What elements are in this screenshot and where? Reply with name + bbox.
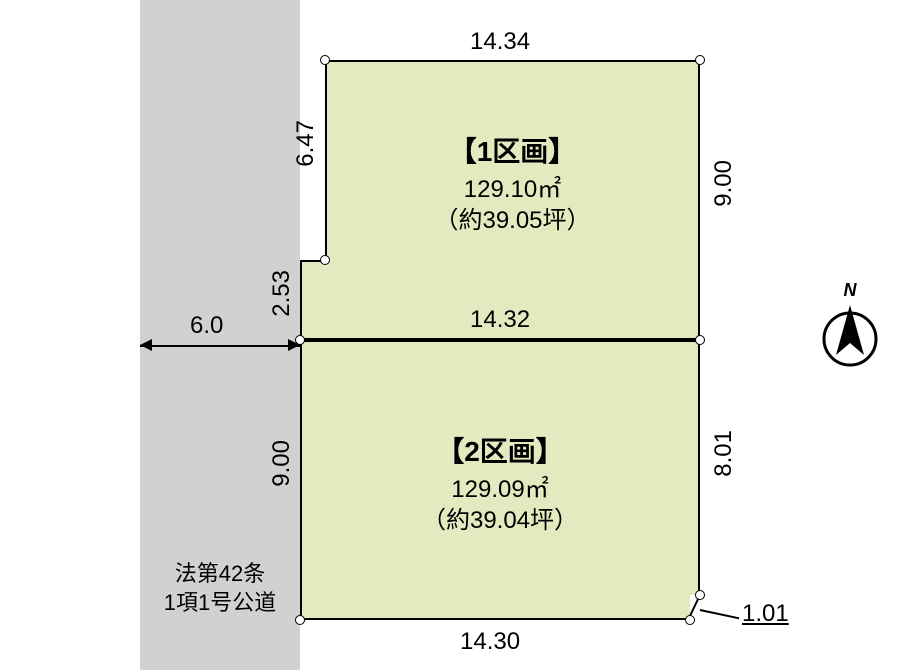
lot-1-area-m2: 129.10㎡ — [325, 174, 700, 205]
road-width-label: 6.0 — [190, 312, 223, 340]
road-width-arrow-line — [140, 345, 300, 347]
road-width-arrow-left — [140, 339, 152, 351]
vertex — [320, 55, 330, 65]
dim-lot1-left-lower: 2.53 — [268, 270, 296, 317]
dim-top: 14.34 — [470, 28, 530, 56]
road-legal-line2: 1項1号公道 — [150, 589, 290, 618]
vertex — [685, 615, 695, 625]
dim-bottom: 14.30 — [460, 628, 520, 656]
dim-lot1-left-upper: 6.47 — [292, 120, 320, 167]
compass: N — [820, 280, 880, 367]
dim-lot2-right: 8.01 — [710, 430, 738, 477]
lot-2-title: 【2区画】 — [300, 430, 700, 470]
vertex — [295, 615, 305, 625]
dim-lot2-left: 9.00 — [268, 440, 296, 487]
vertex — [295, 335, 305, 345]
vertex — [320, 255, 330, 265]
lot-1-area-tsubo: （約39.05坪） — [325, 205, 700, 236]
vertex — [695, 55, 705, 65]
lot-2-area-tsubo: （約39.04坪） — [300, 505, 700, 536]
lot-1-title: 【1区画】 — [325, 130, 700, 170]
road-legal-label: 法第42条 1項1号公道 — [150, 560, 290, 617]
road-legal-line1: 法第42条 — [150, 560, 290, 589]
compass-icon — [822, 301, 878, 367]
dim-corner: 1.01 — [742, 600, 789, 628]
dim-mid: 14.32 — [470, 306, 530, 334]
compass-n-label: N — [820, 280, 880, 301]
dim-lot1-right: 9.00 — [710, 160, 738, 207]
shared-boundary — [300, 339, 700, 341]
corner-leader — [700, 609, 739, 619]
vertex — [695, 335, 705, 345]
vertex — [695, 590, 705, 600]
lot-2-area-m2: 129.09㎡ — [300, 474, 700, 505]
